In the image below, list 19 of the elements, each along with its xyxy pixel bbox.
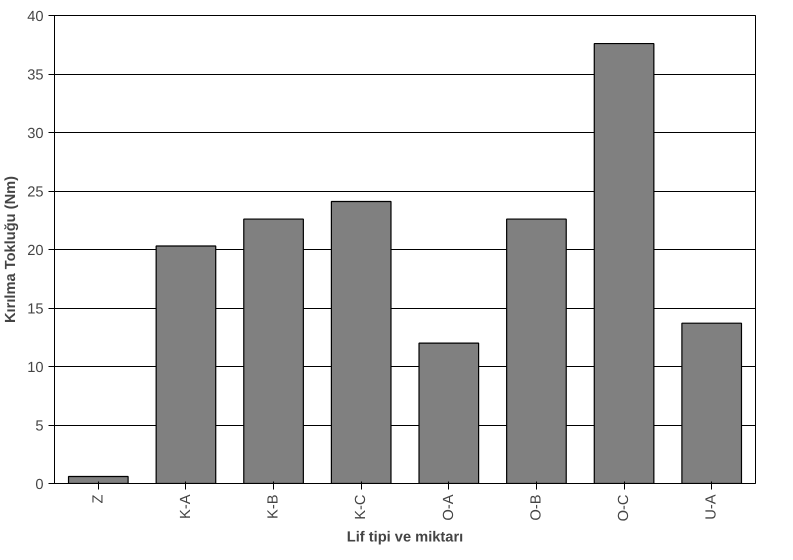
y-tick-label: 25 <box>27 184 44 200</box>
x-tick-label: O-B <box>528 494 544 521</box>
y-tick-label: 20 <box>27 243 44 259</box>
x-tick-label: K-A <box>178 494 194 519</box>
x-tick-label: O-A <box>440 494 457 521</box>
x-tick-label: K-C <box>353 494 370 520</box>
y-axis-title: Kırılma Tokluğu (Nm) <box>3 176 20 324</box>
y-tick-label: 0 <box>35 477 44 493</box>
x-tick-label: Z <box>90 494 106 504</box>
x-tick-label: O-C <box>616 494 632 522</box>
y-tick-label: 5 <box>35 418 44 434</box>
y-tick-label: 30 <box>27 126 44 142</box>
x-tick-label: K-B <box>266 494 282 519</box>
y-tick-label: 40 <box>27 9 44 25</box>
x-tick-label: U-A <box>704 494 720 520</box>
x-axis-title: Lif tipi ve miktarı <box>346 529 464 546</box>
y-tick-label: 15 <box>27 302 44 318</box>
y-tick-label: 10 <box>27 360 44 376</box>
y-tick-label: 35 <box>27 68 44 84</box>
